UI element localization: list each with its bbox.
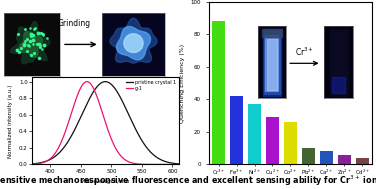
pristine crystal 1 [118,96,123,99]
Polygon shape [262,29,282,36]
Polygon shape [267,39,277,90]
Line: pristine crystal 1: pristine crystal 1 [32,82,182,164]
Text: Grinding: Grinding [58,19,91,28]
pristine crystal 1 [56,153,61,155]
pristine crystal 1 [179,163,184,165]
Bar [320,151,333,164]
pristine crystal 1 [68,136,73,139]
Line: g-1: g-1 [32,82,182,164]
pristine crystal 1 [143,144,147,146]
Y-axis label: Normalized intensity (a.u.): Normalized intensity (a.u.) [9,84,14,158]
Polygon shape [110,18,157,63]
g-1 [68,115,73,117]
g-1 [179,163,184,166]
Polygon shape [265,35,278,91]
Polygon shape [332,77,345,93]
g-1 [98,104,102,106]
Bar [338,155,351,164]
pristine crystal 1 [30,163,34,165]
Polygon shape [11,22,50,64]
Bar [356,158,369,164]
Bar [212,21,225,164]
pristine crystal 1 [130,121,135,123]
g-1 [143,163,147,165]
Polygon shape [329,29,347,96]
pristine crystal 1 [103,81,108,83]
Polygon shape [124,34,143,53]
Legend: pristine crystal 1, g-1: pristine crystal 1, g-1 [126,80,176,91]
Bar [266,117,279,164]
Text: Cr$^{3+}$: Cr$^{3+}$ [295,45,314,58]
g-1 [85,81,89,83]
X-axis label: Wavelength/nm: Wavelength/nm [80,179,130,184]
g-1 [130,162,135,164]
g-1 [30,163,34,165]
g-1 [118,154,123,156]
Y-axis label: Quenching Efficiency (%): Quenching Efficiency (%) [180,44,185,123]
Polygon shape [331,31,346,94]
Polygon shape [262,29,280,96]
g-1 [56,147,61,149]
Bar [230,96,243,164]
pristine crystal 1 [97,83,102,85]
Polygon shape [117,26,150,60]
Polygon shape [264,31,279,94]
Bar [284,122,297,164]
Polygon shape [19,31,42,57]
Bar [302,148,315,164]
Text: Sensitive mechanoresponsive fluorescence and excellent sensing ability for Cr$^{: Sensitive mechanoresponsive fluorescence… [0,174,376,188]
Bar [248,104,261,164]
